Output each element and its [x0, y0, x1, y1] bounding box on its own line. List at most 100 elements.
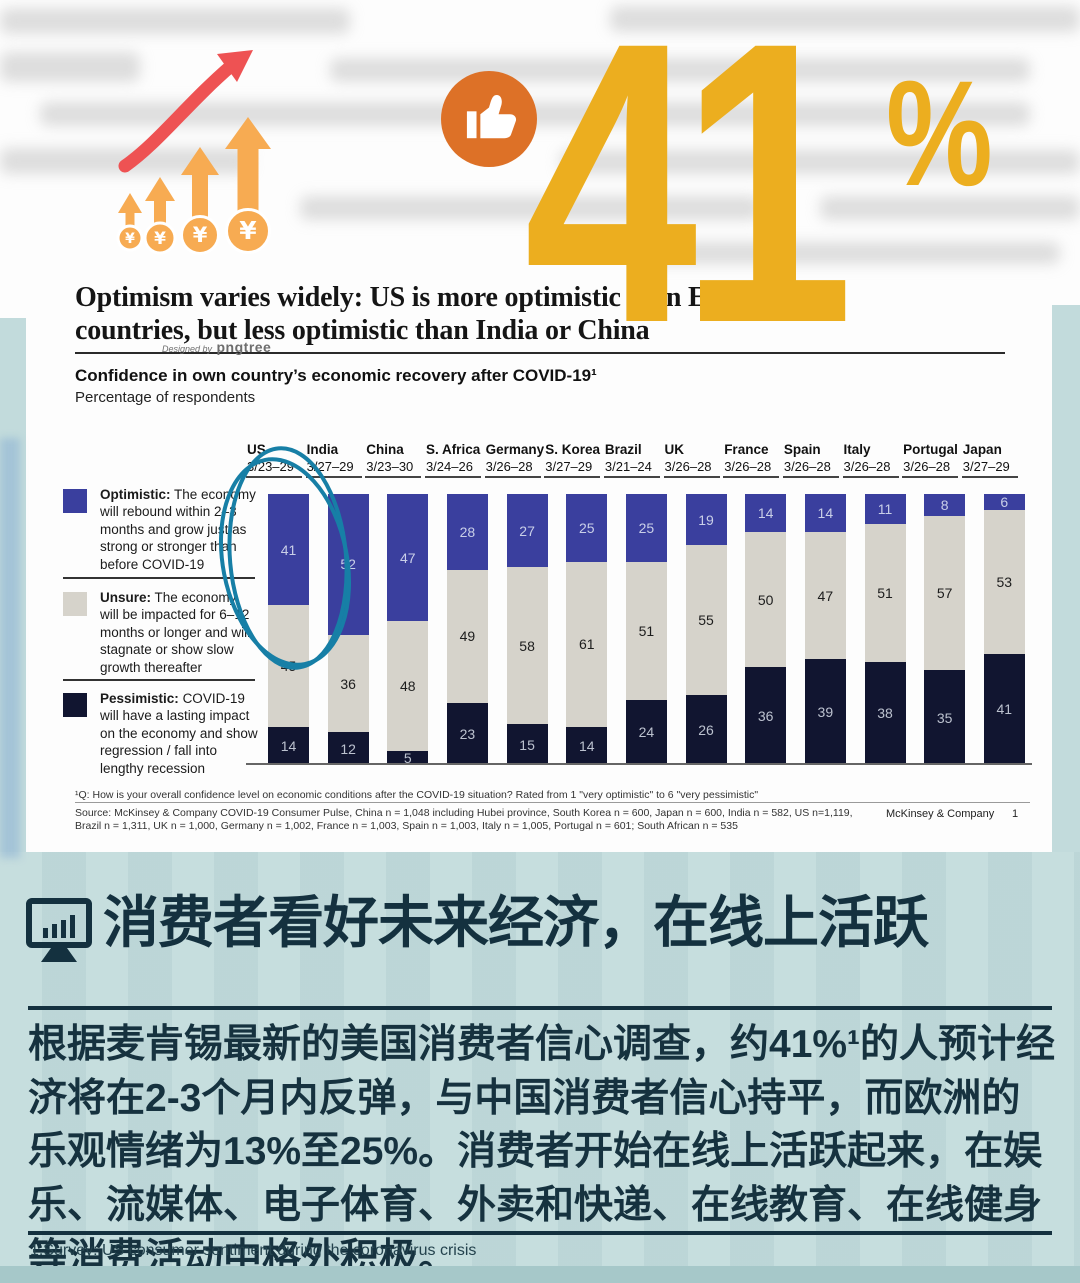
section-paragraph: 根据麦肯锡最新的美国消费者信心调查，约41%¹的人预计经济将在2-3个月内反弹，…: [28, 1023, 1056, 1280]
segment-value-label: 15: [519, 736, 535, 753]
segment-value-label: 48: [400, 678, 416, 695]
column-country-label: China: [366, 442, 404, 457]
bar-segment-unsure: 55: [685, 545, 727, 695]
legend-separator: [63, 679, 255, 681]
blurred-text-band: [330, 58, 1030, 82]
column-header-rule: [424, 476, 481, 478]
segment-value-label: 35: [936, 709, 953, 726]
column-header-rule: [842, 476, 899, 478]
bar-segment-optimistic: 8: [924, 494, 966, 516]
segment-value-label: 6: [1000, 494, 1009, 511]
chart-subtitle: Percentage of respondents: [75, 389, 256, 406]
bar-segment-pessimistic: 5: [387, 751, 429, 765]
stacked-bar: 28 49 23: [446, 494, 488, 765]
blurred-text-band: [0, 8, 350, 34]
chart-column: Italy 3/26–28 11 51 38: [842, 442, 906, 767]
thumbs-up-icon: [441, 71, 537, 167]
column-header-rule: [305, 476, 362, 478]
section-footnote: 1.Survey: US consumer sentiment during t…: [30, 1242, 477, 1259]
column-country-label: Italy: [843, 442, 871, 457]
legend-item-pessimistic: Pessimistic: COVID-19 will have a lastin…: [63, 690, 258, 777]
column-header-rule: [365, 476, 422, 478]
segment-value-label: 19: [698, 511, 714, 528]
bar-segment-pessimistic: 12: [327, 732, 369, 765]
segment-value-label: 57: [936, 584, 953, 601]
legend-desc: COVID-19 will have a lasting impact on t…: [100, 691, 258, 776]
bar-segment-optimistic: 41: [268, 494, 309, 606]
blurred-text-band: [300, 196, 760, 220]
segment-value-label: 14: [280, 738, 297, 755]
column-header-rule: [961, 476, 1018, 478]
segment-value-label: 28: [459, 523, 476, 540]
footnote-source: Source: McKinsey & Company COVID-19 Cons…: [75, 807, 853, 832]
column-header-rule: [902, 476, 959, 478]
bar-segment-pessimistic: 24: [625, 699, 667, 765]
segment-value-label: 25: [578, 519, 595, 536]
divider: [28, 1231, 1052, 1235]
column-date-label: 3/21–24: [604, 459, 652, 474]
segment-value-label: 41: [280, 541, 297, 558]
bar-segment-pessimistic: 14: [268, 727, 309, 765]
chart-column: Spain 3/26–28 14 47 39: [782, 442, 846, 767]
column-date-label: 3/27–29: [962, 459, 1010, 474]
chart-title: Confidence in own country’s economic rec…: [75, 366, 597, 385]
bar-segment-pessimistic: 41: [983, 653, 1025, 765]
column-country-label: India: [306, 442, 339, 457]
chart-column: S. Africa 3/24–26 28 49 23: [424, 442, 488, 767]
big-stat-number: 41: [524, 0, 854, 406]
section-heading: 消费者看好未来经济，在线上活跃: [103, 891, 929, 954]
column-country-label: France: [724, 442, 769, 457]
chart-column: Portugal 3/26–28 8 57 35: [902, 442, 966, 767]
bar-segment-unsure: 48: [387, 621, 429, 752]
bar-segment-pessimistic: 38: [864, 662, 906, 765]
stacked-bar: 25 61 14: [566, 494, 608, 765]
segment-value-label: 25: [638, 519, 655, 536]
legend-swatch-unsure: [63, 592, 87, 616]
column-date-label: 3/26–28: [903, 459, 951, 474]
svg-text:¥: ¥: [239, 216, 257, 245]
bar-segment-pessimistic: 26: [685, 694, 727, 765]
monitor-chart-icon: [26, 898, 92, 962]
column-date-label: 3/26–28: [783, 459, 831, 474]
segment-value-label: 11: [877, 500, 893, 517]
stacked-bar: 25 51 24: [625, 494, 667, 765]
teal-edge-right: [1052, 305, 1080, 852]
segment-value-label: 58: [519, 637, 535, 654]
column-header-rule: [484, 476, 541, 478]
us-highlight-ellipse: [218, 446, 352, 670]
chart-column: France 3/26–28 14 50 36: [723, 442, 787, 767]
stacked-bar: 27 58 15: [506, 494, 548, 765]
blurred-text-band: [820, 196, 1080, 220]
column-country-label: Brazil: [604, 442, 642, 457]
chart-column: China 3/23–30 47 48 5: [365, 442, 429, 767]
segment-value-label: 55: [698, 612, 714, 628]
bar-segment-pessimistic: 23: [446, 702, 488, 765]
segment-value-label: 26: [698, 721, 714, 738]
segment-value-label: 14: [757, 504, 774, 521]
bar-segment-optimistic: 25: [625, 494, 667, 562]
segment-value-label: 38: [877, 705, 893, 722]
column-header-rule: [246, 476, 302, 478]
legend-desc: The economy will be impacted for 6–12 mo…: [100, 590, 251, 675]
column-header-rule: [603, 476, 660, 478]
footnote-question: ¹Q: How is your overall confidence level…: [75, 789, 759, 801]
stacked-bar: 47 48 5: [387, 494, 429, 765]
red-growth-arrow: [118, 59, 238, 173]
chart-columns: US 3/23–29 41 45 14 India 3/27–29 52 36 12 China 3/…: [246, 442, 1036, 767]
segment-value-label: 47: [400, 549, 416, 566]
segment-value-label: 27: [519, 522, 535, 539]
stacked-bar: 8 57 35: [924, 494, 966, 765]
column-date-label: 3/26–28: [843, 459, 891, 474]
segment-value-label: 51: [877, 584, 893, 601]
bar-segment-unsure: 50: [745, 531, 787, 668]
segment-value-label: 12: [340, 740, 356, 757]
divider: [28, 1006, 1052, 1010]
bar-segment-unsure: 49: [446, 569, 488, 703]
big-stat-percent-sign: %: [886, 49, 993, 217]
chart-column: S. Korea 3/27–29 25 61 14: [544, 442, 608, 767]
footnote-rule: [75, 802, 1030, 803]
stacked-bar: 14 50 36: [745, 494, 787, 765]
column-header-rule: [544, 476, 601, 478]
column-date-label: 3/26–28: [485, 459, 533, 474]
